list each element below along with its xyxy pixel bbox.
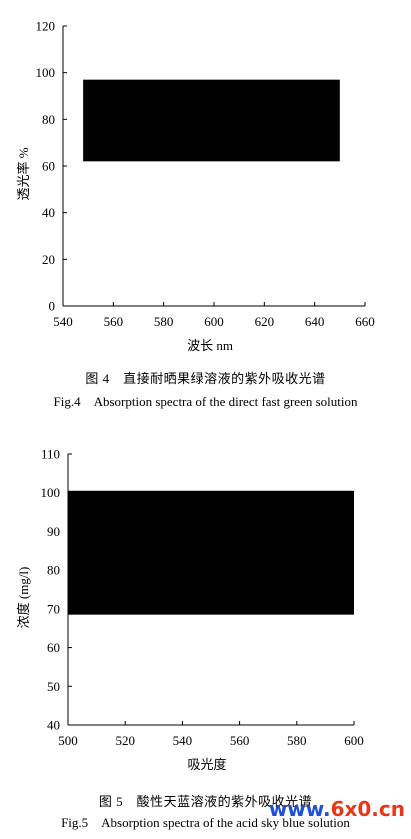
chart1-x-tick-label-0: 540	[53, 314, 73, 329]
chart2-x-tick-label-5: 600	[344, 733, 364, 748]
watermark-prefix: www.	[268, 797, 331, 821]
chart1-y-tick-label-6: 120	[36, 19, 56, 34]
site-watermark: www.6x0.cn	[269, 797, 405, 821]
figure-5-caption-en: Fig.5 Absorption spectra of the acid sky…	[61, 815, 350, 830]
chart2-x-tick-label-4: 580	[287, 733, 307, 748]
chart2-y-tick-label-7: 110	[41, 447, 60, 462]
figure-5-caption-cn: 图 5 酸性天蓝溶液的紫外吸收光谱	[98, 794, 313, 809]
figure-5-chart: 500 520 540 560 580 600 40 50 60 70 80 90 100 110 吸光度 浓…	[0, 440, 411, 785]
chart2-x-tick-label-2: 540	[173, 733, 193, 748]
figure-4-caption-cn: 图 4 直接耐晒果绿溶液的紫外吸收光谱	[85, 371, 326, 386]
chart1-y-tick-label-5: 100	[36, 65, 56, 80]
chart1-x-tick-label-2: 580	[154, 314, 174, 329]
chart2-y-tick-label-1: 50	[47, 679, 60, 694]
chart1-x-tick-label-6: 660	[355, 314, 375, 329]
chart2-x-tick-label-1: 520	[115, 733, 135, 748]
chart1-series-band-0	[83, 79, 340, 162]
figure-5-plot: 500 520 540 560 580 600 40 50 60 70 80 90 100 110 吸光度 浓…	[16, 447, 364, 773]
chart2-y-tick-label-4: 80	[47, 563, 60, 578]
watermark-domain: 6x0.cn	[330, 797, 405, 821]
chart2-x-tick-label-0: 500	[58, 733, 78, 748]
figure-4-chart: 540 560 580 600 620 640 660 0 20 40 60 80 100 120 波长 n…	[0, 0, 411, 365]
figure-4-plot: 540 560 580 600 620 640 660 0 20 40 60 80 100 120 波长 n…	[16, 19, 375, 354]
chart2-series-band-0	[68, 490, 354, 615]
chart1-y-tick-label-1: 20	[42, 252, 55, 267]
chart1-x-tick-label-5: 640	[305, 314, 325, 329]
chart1-x-axis-label: 波长 nm	[187, 338, 233, 353]
chart2-y-tick-label-2: 60	[47, 640, 60, 655]
chart1-x-tick-label-3: 600	[204, 314, 224, 329]
chart2-y-tick-label-3: 70	[47, 601, 60, 616]
chart2-y-tick-label-6: 100	[41, 485, 61, 500]
figure-4-caption-en: Fig.4 Absorption spectra of the direct f…	[53, 394, 358, 409]
chart1-x-tick-label-1: 560	[104, 314, 124, 329]
chart2-x-tick-label-3: 560	[230, 733, 250, 748]
chart1-y-tick-label-0: 0	[49, 299, 56, 314]
chart1-y-tick-label-4: 80	[42, 112, 55, 127]
chart1-y-axis-label: 透光率 %	[16, 147, 31, 200]
chart1-x-tick-label-4: 620	[255, 314, 275, 329]
chart2-y-tick-label-0: 40	[47, 718, 60, 733]
chart2-x-axis-label: 吸光度	[187, 757, 226, 772]
chart2-y-axis-label: 浓度 (mg/l)	[16, 567, 31, 629]
chart1-y-tick-label-2: 40	[42, 205, 55, 220]
chart1-y-tick-label-3: 60	[42, 159, 55, 174]
chart2-y-tick-label-5: 90	[47, 524, 60, 539]
